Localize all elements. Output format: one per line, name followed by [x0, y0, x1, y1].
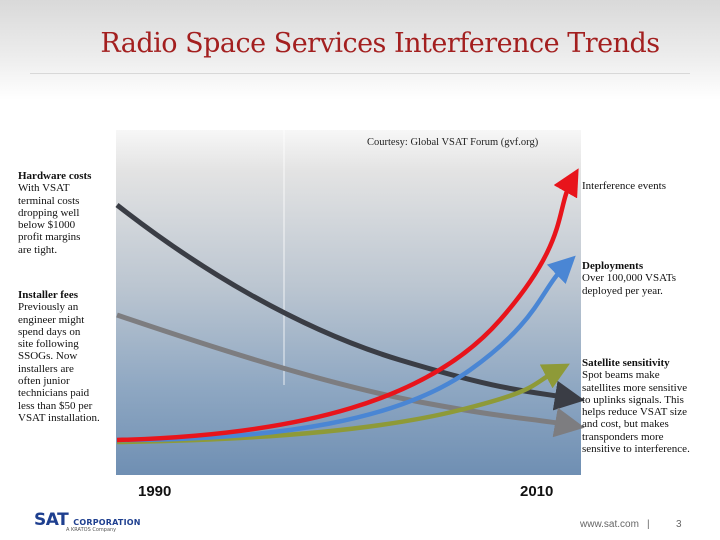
satellite-sensitivity-note: Satellite sensitivity Spot beams make sa…: [582, 357, 716, 455]
hardware-costs-line: below $1000: [18, 219, 76, 232]
installer-fees-line: site following: [18, 338, 79, 351]
installer-fees-line: installers are: [18, 362, 74, 375]
satellite-sensitivity-heading: Satellite sensitivity: [582, 357, 670, 369]
hardware-costs-line: profit margins: [18, 231, 81, 244]
installer-fees-line: less than $50 per: [18, 399, 93, 412]
interference-events-heading: Interference events: [582, 180, 666, 192]
satellite-sensitivity-line: to uplinks signals. This: [582, 393, 684, 406]
logo-sub-text: CORPORATION: [73, 518, 141, 527]
satellite-sensitivity-line: Spot beams make: [582, 369, 660, 382]
satellite-sensitivity-line: and cost, but makes: [582, 418, 669, 431]
footer-url[interactable]: www.sat.com: [580, 519, 639, 530]
installer-fees-curve: [116, 312, 585, 438]
hardware-costs-line: are tight.: [18, 243, 58, 256]
hardware-costs-line: terminal costs: [18, 194, 80, 207]
start-year-label: 1990: [138, 483, 172, 500]
installer-fees-line: Previously an: [18, 301, 79, 314]
end-year-label: 2010: [520, 483, 554, 500]
installer-fees-line: technicians paid: [18, 387, 90, 400]
hardware-costs-heading: Hardware costs: [18, 170, 92, 182]
courtesy-credit: Courtesy: Global VSAT Forum (gvf.org): [367, 137, 539, 148]
installer-fees-heading: Installer fees: [18, 289, 78, 301]
satellite-sensitivity-line: sensitive to interference.: [582, 443, 690, 456]
deployments-note: Deployments Over 100,000 VSATs deployed …: [582, 260, 712, 297]
hardware-costs-line: With VSAT: [18, 182, 70, 195]
logo-main-text: SAT: [34, 510, 69, 530]
hardware-costs-note: Hardware costs With VSAT terminal costs …: [18, 170, 114, 256]
satellite-sensitivity-line: helps reduce VSAT size: [582, 406, 687, 419]
slide-title: Radio Space Services Interference Trends: [100, 28, 660, 59]
deployments-line: deployed per year.: [582, 284, 663, 297]
page-number: 3: [676, 519, 682, 530]
footer-separator: |: [647, 519, 650, 530]
installer-fees-line: SSOGs. Now: [18, 350, 78, 363]
satellite-sensitivity-line: satellites more sensitive: [582, 381, 688, 394]
installer-fees-line: engineer might: [18, 313, 85, 326]
installer-fees-note: Installer fees Previously an engineer mi…: [18, 289, 118, 424]
installer-fees-line: VSAT installation.: [18, 411, 100, 424]
deployments-curve: [116, 255, 576, 443]
logo-tagline: A KRATOS Company: [66, 527, 117, 533]
title-divider: [30, 73, 690, 74]
sat-corporation-logo: SAT CORPORATION: [34, 510, 141, 530]
installer-fees-line: often junior: [18, 375, 70, 388]
deployments-heading: Deployments: [582, 260, 644, 272]
hardware-costs-line: dropping well: [18, 206, 80, 219]
interference-events-note: Interference events: [582, 180, 712, 192]
installer-fees-line: spend days on: [18, 325, 81, 338]
title-band: [0, 0, 720, 100]
deployments-line: Over 100,000 VSATs: [582, 272, 677, 285]
satellite-sensitivity-line: transponders more: [582, 430, 664, 443]
hardware-costs-curve: [115, 203, 585, 411]
interference-events-curve: [116, 168, 579, 443]
